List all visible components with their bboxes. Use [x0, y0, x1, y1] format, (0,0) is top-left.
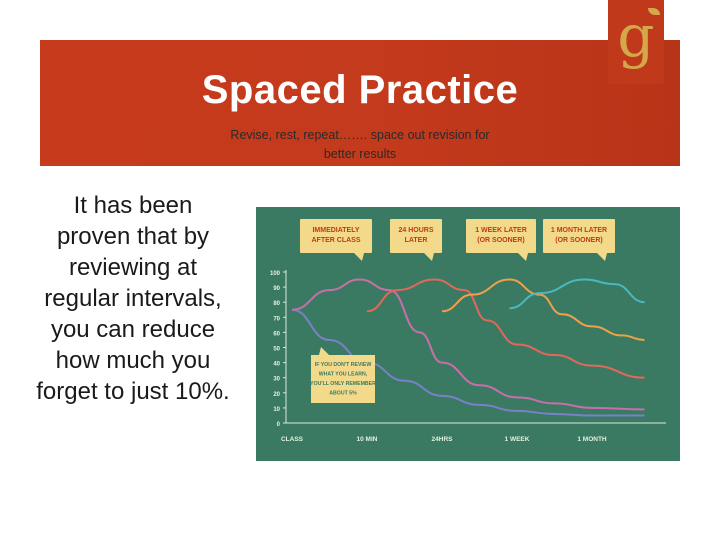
note-box — [311, 355, 375, 403]
note-text: WHAT YOU LEARN, — [319, 372, 368, 378]
series-line — [441, 278, 645, 341]
y-tick-label: 40 — [273, 362, 280, 368]
callout-text: 1 MONTH LATER — [551, 227, 607, 234]
note-text: YOU'LL ONLY REMEMBER — [310, 381, 376, 387]
callout-box — [466, 219, 536, 253]
series-line — [291, 278, 645, 411]
y-tick-label: 60 — [273, 331, 280, 337]
series-line — [366, 278, 645, 379]
body-text: It has been proven that by reviewing at … — [14, 190, 252, 407]
body-line: how much you — [55, 347, 211, 374]
slide-title: Spaced Practice — [201, 68, 519, 112]
body-line: forget to just 10%. — [36, 378, 230, 405]
note-text: ABOUT 5% — [329, 391, 357, 397]
x-tick-label: 10 MIN — [357, 436, 378, 443]
x-tick-label: 1 WEEK — [505, 436, 530, 443]
body-line: proven that by — [56, 223, 210, 250]
x-tick-label: 1 MONTH — [577, 436, 607, 443]
x-tick-label: CLASS — [281, 436, 304, 443]
y-tick-label: 20 — [273, 392, 280, 398]
title-banner — [40, 40, 680, 166]
slide-subtitle: Revise, rest, repeat……. space out revisi… — [190, 126, 530, 164]
callout-pointer — [518, 253, 528, 261]
callout-text: 24 HOURS — [398, 227, 433, 234]
callout-box — [543, 219, 615, 253]
subtitle-line: better results — [323, 147, 397, 161]
callout-box — [390, 219, 442, 253]
body-line: It has been — [73, 192, 193, 219]
logo-letter: g — [617, 2, 655, 70]
y-tick-label: 70 — [273, 316, 280, 322]
y-tick-label: 80 — [273, 301, 280, 307]
chart-svg: 0 10 20 30 40 50 60 70 80 90 100 CLASS 10 MIN 24HRS 1 … — [270, 219, 666, 443]
logo: g — [608, 0, 664, 84]
y-tick-label: 50 — [273, 347, 280, 353]
leaf-icon — [648, 8, 660, 15]
series-line — [509, 278, 645, 310]
callout-pointer — [424, 253, 434, 261]
y-tick-label: 0 — [277, 422, 281, 428]
callout-text: AFTER CLASS — [312, 237, 361, 244]
callout-text: 1 WEEK LATER — [475, 227, 527, 234]
callout-text: LATER — [405, 237, 428, 244]
callout-text: (OR SOONER) — [555, 237, 602, 244]
y-tick-label: 90 — [273, 286, 280, 292]
note-text: IF YOU DON'T REVIEW — [315, 362, 372, 368]
body-line: regular intervals, — [44, 285, 222, 312]
callout-pointer — [354, 253, 364, 261]
y-tick-label: 100 — [270, 271, 281, 277]
callout-text: (OR SOONER) — [477, 237, 524, 244]
callout-box — [300, 219, 372, 253]
body-line: reviewing at — [68, 254, 198, 281]
y-tick-label: 10 — [273, 407, 280, 413]
subtitle-line: Revise, rest, repeat……. space out revisi… — [230, 128, 490, 142]
series-line — [291, 308, 645, 417]
note-pointer — [319, 347, 329, 355]
callout-pointer — [597, 253, 607, 261]
body-line: you can reduce — [50, 316, 216, 343]
forgetting-curve-chart: 0 10 20 30 40 50 60 70 80 90 100 CLASS 10 MIN 24HRS 1 … — [256, 207, 680, 461]
y-tick-label: 30 — [273, 377, 280, 383]
callout-text: IMMEDIATELY — [312, 227, 359, 234]
x-tick-label: 24HRS — [432, 436, 454, 443]
